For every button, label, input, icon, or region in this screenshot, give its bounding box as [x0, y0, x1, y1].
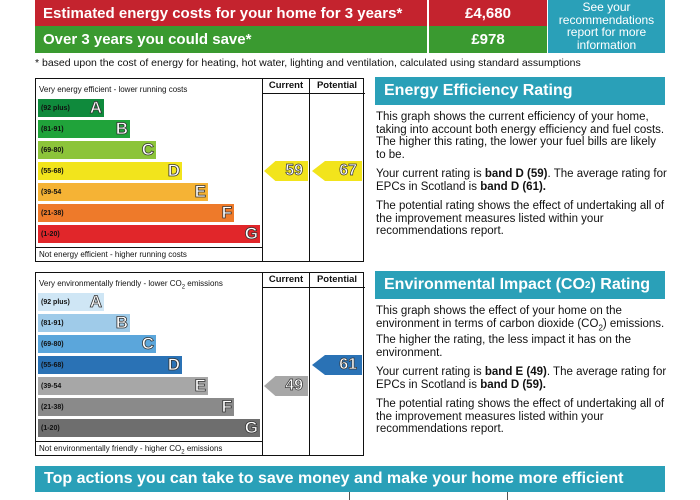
environment-band-g: (1-20) G [38, 418, 260, 437]
environment-band-c: (69-80) C [38, 334, 156, 353]
energy-current-rating-arrow: 59 [264, 161, 308, 181]
environment-top-caption: Very environmentally friendly - lower CO… [39, 279, 223, 291]
environment-current-rating-arrow: 49 [264, 376, 308, 396]
top-actions-heading-text: Top actions you can take to save money a… [44, 470, 624, 487]
energy-efficiency-title: Energy Efficiency Rating [375, 77, 665, 105]
environmental-impact-text: This graph shows the effect of your home… [376, 305, 668, 443]
environmental-impact-chart: Current Potential Very environmentally f… [35, 272, 365, 456]
energy-band-a: (92 plus) A [38, 98, 104, 117]
savings-label: Over 3 years you could save* [35, 26, 427, 53]
band-letter: D [167, 355, 180, 374]
band-letter: A [89, 98, 102, 117]
energy-potential-rating-arrow: 67 [312, 161, 362, 181]
environment-band-d: (55-68) D [38, 355, 182, 374]
band-range-label: (1-20) [41, 424, 60, 432]
estimated-costs-value: £4,680 [429, 0, 547, 27]
band-range-label: (92 plus) [41, 298, 70, 306]
energy-band-d: (55-68) D [38, 161, 182, 180]
band-range-label: (21-38) [41, 403, 64, 411]
band-letter: A [89, 292, 102, 311]
band-letter: C [141, 334, 154, 353]
band-letter: E [194, 376, 206, 395]
energy-paragraph-2: Your current rating is band D (59). The … [376, 168, 667, 193]
band-letter: F [221, 203, 232, 222]
top-actions-heading: Top actions you can take to save money a… [35, 466, 665, 500]
energy-band-e: (39-54 E [38, 182, 208, 201]
energy-paragraph-3: The potential rating shows the effect of… [376, 200, 665, 237]
band-range-label: (69-80) [41, 146, 64, 154]
energy-paragraph-1: This graph shows the current efficiency … [376, 111, 665, 161]
band-letter: G [244, 224, 258, 243]
band-range-label: (21-38) [41, 209, 64, 217]
footnote: * based upon the cost of energy for heat… [35, 57, 581, 69]
energy-top-caption: Very energy efficient - lower running co… [39, 85, 188, 94]
band-range-label: (39-54 [41, 382, 62, 390]
estimated-costs-row: Estimated energy costs for your home for… [35, 0, 547, 27]
environment-band-f: (21-38) F [38, 397, 234, 416]
energy-band-f: (21-38) F [38, 203, 234, 222]
potential-column-header: Potential [316, 80, 358, 91]
savings-value: £978 [429, 26, 547, 53]
environment-paragraph-3: The potential rating shows the effect of… [376, 398, 665, 436]
band-range-label: (1-20) [41, 230, 60, 238]
current-column-header: Current [268, 274, 304, 285]
current-column-header: Current [268, 80, 304, 91]
band-range-label: (55-68) [41, 167, 64, 175]
environment-band-a: (92 plus) A [38, 292, 104, 311]
environment-bottom-caption: Not environmentally friendly - higher CO… [39, 444, 223, 456]
environment-paragraph-2: Your current rating is band E (49). The … [376, 366, 667, 391]
band-letter: F [221, 397, 232, 416]
band-range-label: (81-91) [41, 319, 64, 327]
energy-band-b: (81-91) B [38, 119, 130, 138]
environment-potential-rating-arrow: 61 [312, 355, 362, 375]
potential-column-header: Potential [316, 274, 358, 285]
band-range-label: (92 plus) [41, 104, 70, 112]
environment-band-b: (81-91) B [38, 313, 130, 332]
environment-paragraph-1: This graph shows the effect of your home… [376, 305, 665, 359]
band-letter: C [141, 140, 154, 159]
band-range-label: (39-54 [41, 188, 62, 196]
energy-bottom-caption: Not energy efficient - higher running co… [39, 250, 187, 259]
band-range-label: (55-68) [41, 361, 64, 369]
band-range-label: (81-91) [41, 125, 64, 133]
band-letter: D [167, 161, 180, 180]
band-letter: G [244, 418, 258, 437]
savings-row: Over 3 years you could save* £978 [35, 26, 547, 53]
band-letter: B [115, 313, 128, 332]
environment-band-e: (39-54 E [38, 376, 208, 395]
energy-band-g: (1-20) G [38, 224, 260, 243]
energy-band-c: (69-80) C [38, 140, 156, 159]
band-letter: E [194, 182, 206, 201]
energy-rating-chart: Current Potential Very energy efficient … [35, 78, 365, 262]
energy-efficiency-text: This graph shows the current efficiency … [376, 111, 668, 245]
environmental-impact-title: Environmental Impact (CO 2) Rating [375, 271, 665, 299]
estimated-costs-label: Estimated energy costs for your home for… [35, 0, 427, 27]
band-range-label: (69-80) [41, 340, 64, 348]
band-letter: B [115, 119, 128, 138]
see-recommendations-link[interactable]: See your recommendations report for more… [548, 0, 665, 53]
